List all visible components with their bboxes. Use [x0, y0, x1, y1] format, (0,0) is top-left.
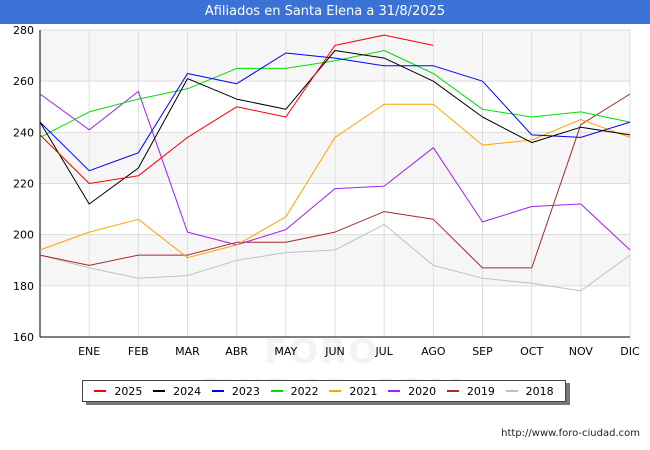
x-tick-label: DIC — [620, 345, 640, 358]
legend-swatch — [211, 390, 224, 392]
legend: 2025 2024 2023 2022 2021 2020 2019 2018 — [82, 380, 566, 402]
x-tick-label: JUL — [374, 345, 393, 358]
legend-swatch — [505, 390, 518, 392]
legend-item-2023: 2023 — [211, 384, 260, 398]
legend-label: 2018 — [525, 384, 554, 398]
series-line-2019 — [39, 93, 631, 269]
legend-swatch — [446, 390, 459, 392]
legend-item-2022: 2022 — [270, 384, 319, 398]
y-tick-label: 160 — [13, 331, 34, 344]
legend-label: 2020 — [408, 384, 437, 398]
legend-item-2025: 2025 — [94, 385, 142, 398]
legend-label: 2021 — [349, 384, 378, 398]
series-line-2020 — [39, 90, 631, 251]
legend-label: 2022 — [290, 384, 319, 398]
x-tick-label: MAY — [274, 345, 297, 358]
legend-label: 2025 — [114, 384, 143, 398]
x-tick-label: JUN — [324, 345, 345, 358]
y-tick-label: 240 — [13, 126, 34, 139]
legend-item-2019: 2019 — [446, 384, 495, 398]
x-tick-label: ABR — [225, 345, 248, 358]
series-line-2023 — [39, 52, 631, 172]
series-line-2018 — [39, 223, 631, 292]
legend-swatch — [388, 390, 401, 392]
x-tick-label: NOV — [569, 345, 594, 358]
legend-swatch — [94, 390, 107, 392]
y-tick-label: 220 — [13, 178, 34, 191]
legend-label: 2019 — [466, 384, 495, 398]
legend-item-2024: 2024 — [153, 385, 201, 398]
x-tick-label: FEB — [128, 345, 149, 358]
x-tick-label: AGO — [421, 345, 446, 358]
x-tick-label: OCT — [520, 345, 543, 358]
legend-item-2020: 2020 — [388, 385, 436, 398]
series-line-2021 — [39, 103, 631, 259]
legend-item-2018: 2018 — [505, 384, 554, 398]
series-line-2022 — [39, 50, 631, 138]
y-tick-label: 280 — [13, 24, 34, 37]
series-line-2024 — [39, 50, 631, 205]
legend-item-2021: 2021 — [329, 385, 377, 398]
legend-label: 2023 — [231, 384, 260, 398]
legend-swatch — [270, 390, 283, 392]
legend-label: 2024 — [173, 384, 202, 398]
legend-swatch — [153, 390, 166, 392]
y-tick-label: 180 — [13, 280, 34, 293]
source-link[interactable]: http://www.foro-ciudad.com — [501, 428, 640, 439]
series-line-2025 — [39, 34, 434, 184]
chart-title: Afiliados en Santa Elena a 31/8/2025 — [0, 0, 650, 24]
y-tick-label: 200 — [13, 229, 34, 242]
x-tick-label: SEP — [472, 345, 493, 358]
y-tick-label: 260 — [13, 75, 34, 88]
legend-swatch — [329, 390, 342, 392]
x-tick-label: MAR — [175, 345, 200, 358]
x-tick-label: ENE — [78, 345, 100, 358]
